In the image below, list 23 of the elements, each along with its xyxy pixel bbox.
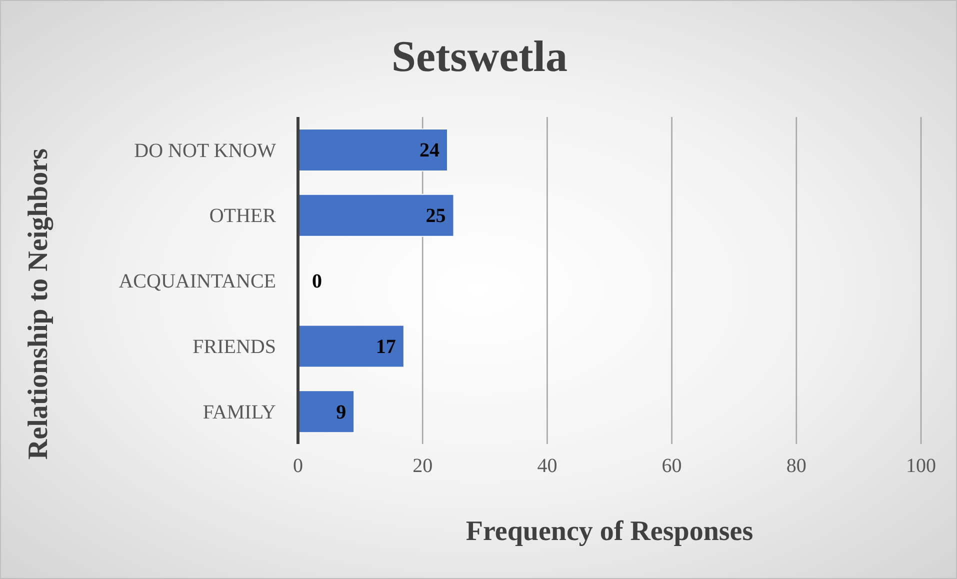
x-tick-label: 60 xyxy=(662,455,682,478)
y-tick-label: FAMILY xyxy=(202,401,276,424)
x-tick-label: 100 xyxy=(906,455,936,478)
x-tick-label: 20 xyxy=(412,455,433,478)
x-axis-title: Frequency of Responses xyxy=(464,516,754,548)
bar xyxy=(298,324,404,368)
data-label: 17 xyxy=(376,336,396,358)
data-label: 0 xyxy=(312,270,322,292)
chart-title: Setswetla xyxy=(390,31,568,82)
data-label: 25 xyxy=(426,205,446,228)
x-tick-label: 0 xyxy=(293,455,303,478)
bar xyxy=(298,194,454,237)
x-tick-label: 40 xyxy=(537,455,558,478)
bar xyxy=(298,390,355,434)
bar xyxy=(298,128,448,172)
y-tick-label: OTHER xyxy=(209,205,277,228)
y-tick-label: DO NOT KNOW xyxy=(134,140,276,162)
y-tick-label: FRIENDS xyxy=(192,336,276,358)
data-label: 24 xyxy=(420,140,440,162)
y-axis-title: Relationship to Neighbors xyxy=(23,148,55,460)
data-label: 9 xyxy=(336,401,346,424)
y-tick-label: ACQUAINTANCE xyxy=(118,270,276,293)
x-tick-label: 80 xyxy=(786,455,806,478)
